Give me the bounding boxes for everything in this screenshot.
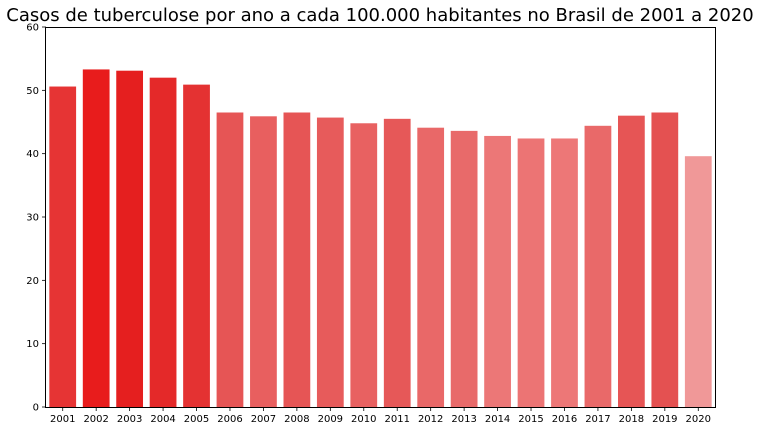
x-tick-label: 2016	[552, 414, 577, 425]
x-tick-label: 2017	[585, 414, 610, 425]
bar-2007	[250, 116, 277, 408]
bar-2004	[149, 77, 177, 408]
x-tick-label: 2012	[418, 414, 443, 425]
y-tick-label: 20	[26, 276, 39, 287]
x-tick-label: 2020	[686, 414, 711, 425]
x-tick-label: 2004	[150, 414, 175, 425]
bar-2001	[49, 86, 77, 407]
x-tick-label: 2001	[50, 414, 75, 425]
bar-2009	[316, 117, 344, 407]
plot-frame	[45, 27, 716, 408]
chart-title: Casos de tuberculose por ano a cada 100.…	[6, 5, 753, 26]
x-tick-label: 2011	[384, 414, 409, 425]
x-tick-label: 2014	[485, 414, 510, 425]
x-tick-label: 2002	[83, 414, 108, 425]
x-tick-label: 2010	[351, 414, 376, 425]
x-tick-label: 2005	[184, 414, 209, 425]
bar-2019	[651, 112, 679, 407]
x-tick-label: 2007	[251, 414, 276, 425]
bar-2020	[684, 156, 712, 407]
y-axis: 0 10 20 30 40 50 60	[26, 23, 46, 414]
bar-2017	[584, 125, 612, 408]
x-tick-label: 2015	[518, 414, 543, 425]
y-tick-label: 50	[26, 86, 39, 97]
bar-2010	[350, 123, 378, 408]
bar-2006	[216, 112, 244, 407]
x-tick-label: 2018	[619, 414, 644, 425]
bar-2014	[484, 135, 511, 407]
bar-2016	[551, 138, 578, 407]
x-tick-label: 2009	[318, 414, 343, 425]
x-tick-label: 2008	[284, 414, 309, 425]
bar-2011	[383, 118, 411, 407]
x-axis: 2001 2002 2003 2004 2005 2006 2007 2008 2009 2010…	[50, 407, 711, 425]
bar-2005	[183, 84, 210, 407]
y-tick-label: 0	[33, 403, 39, 414]
bar-2013	[450, 130, 478, 407]
x-tick-label: 2013	[451, 414, 476, 425]
bars-layer	[49, 69, 712, 408]
x-tick-label: 2006	[217, 414, 242, 425]
y-tick-label: 10	[26, 339, 39, 350]
bar-2012	[417, 127, 445, 407]
y-tick-label: 40	[26, 149, 39, 160]
bar-2002	[82, 69, 110, 408]
y-tick-label: 30	[26, 213, 39, 224]
bar-2008	[283, 112, 311, 407]
x-tick-label: 2019	[652, 414, 677, 425]
bar-2015	[517, 138, 545, 407]
bar-2018	[618, 115, 645, 408]
bar-2003	[116, 70, 144, 407]
x-tick-label: 2003	[117, 414, 142, 425]
y-tick-label: 60	[26, 23, 39, 34]
